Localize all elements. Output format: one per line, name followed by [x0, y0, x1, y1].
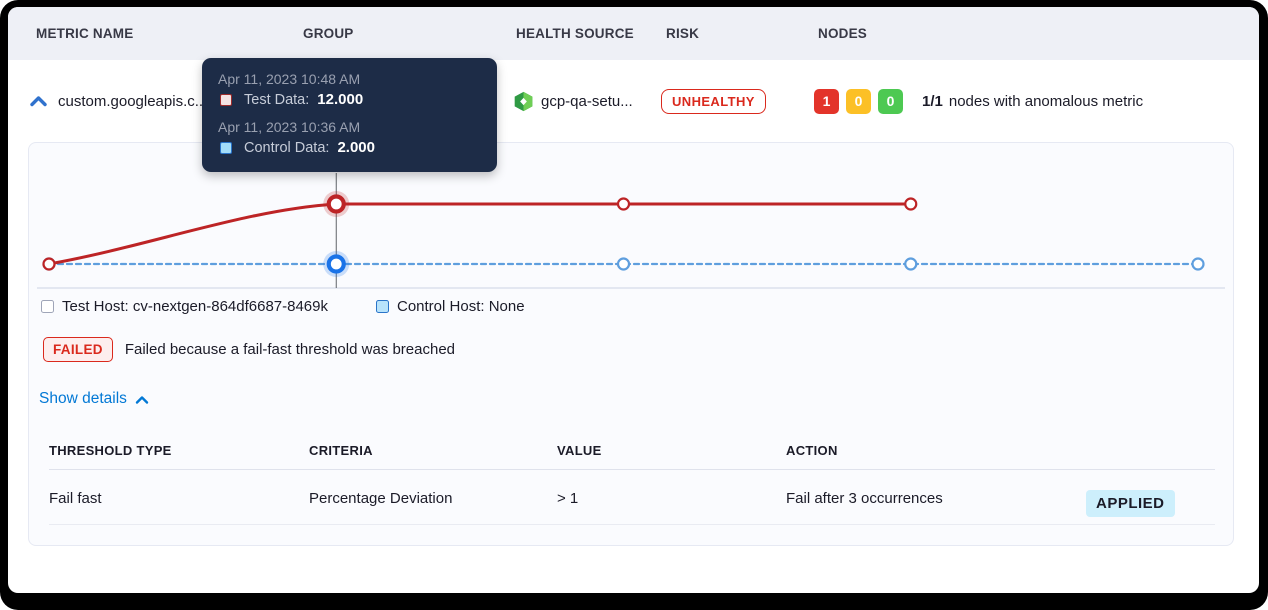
health-source-cell [513, 60, 534, 142]
criteria-value: Percentage Deviation [309, 490, 453, 507]
test-data-line: Test Data: 12.000 [220, 91, 481, 108]
chevron-up-icon [30, 96, 47, 107]
details-table-header-separator [49, 469, 1215, 470]
test-data-label: Test Data: [244, 91, 310, 108]
failed-status-message: Failed because a fail-fast threshold was… [124, 341, 456, 358]
content-area: METRIC NAME GROUP HEALTH SOURCE RISK NOD… [8, 7, 1259, 593]
action-value: Fail after 3 occurrences [786, 490, 943, 507]
control-data-line: Control Data: 2.000 [220, 139, 481, 156]
column-header-risk: RISK [666, 26, 700, 41]
details-col-action: ACTION [786, 443, 838, 458]
show-details-toggle[interactable]: Show details [39, 390, 149, 408]
column-header-group: GROUP [303, 26, 354, 41]
applied-badge: APPLIED [1086, 490, 1175, 517]
nodes-summary-count: 1/1 [922, 92, 943, 110]
chart-legend: Test Host: cv-nextgen-864df6687-8469k Co… [29, 296, 525, 316]
control-series-swatch-icon [220, 141, 232, 154]
control-host-label: Control Host: None [397, 297, 525, 315]
gcp-health-source-icon [514, 91, 533, 111]
verification-status-row: FAILED Failed because a fail-fast thresh… [43, 337, 455, 362]
details-table-row: Fail fast Percentage Deviation > 1 Fail … [49, 487, 1215, 517]
control-host-checkbox[interactable] [376, 299, 389, 313]
test-host-checkbox[interactable] [41, 299, 54, 313]
test-host-label: Test Host: cv-nextgen-864df6687-8469k [62, 297, 328, 315]
control-data-timestamp: Apr 11, 2023 10:36 AM [218, 119, 361, 135]
column-header-health-source: HEALTH SOURCE [516, 26, 634, 41]
details-col-criteria: CRITERIA [309, 443, 373, 458]
details-table-row-separator [49, 524, 1215, 525]
collapse-row-button[interactable] [30, 60, 47, 142]
nodes-summary: 1/1 nodes with anomalous metric [922, 93, 1143, 110]
details-col-threshold-type: THRESHOLD TYPE [49, 443, 172, 458]
healthy-nodes-badge: 0 [878, 88, 903, 114]
metric-analysis-panel: Test Host: cv-nextgen-864df6687-8469k Co… [28, 142, 1234, 546]
control-data-label: Control Data: [244, 139, 330, 156]
timeseries-chart[interactable] [29, 143, 1233, 303]
show-details-label: Show details [39, 390, 127, 407]
chevron-up-icon [135, 396, 149, 404]
metric-name: custom.googleapis.c... [58, 92, 208, 110]
table-header-row: METRIC NAME GROUP HEALTH SOURCE RISK NOD… [8, 7, 1259, 60]
anomalous-nodes-badge: 1 [814, 88, 839, 114]
column-header-nodes: NODES [818, 26, 868, 41]
control-data-value: 2.000 [337, 139, 375, 156]
health-source-name: gcp-qa-setu... [541, 92, 633, 110]
chart-tooltip: Apr 11, 2023 10:48 AM Test Data: 12.000 … [202, 58, 497, 172]
value-value: > 1 [557, 490, 579, 507]
failed-status-badge: FAILED [43, 337, 113, 362]
test-data-value: 12.000 [317, 91, 364, 108]
risk-status-badge: UNHEALTHY [661, 88, 766, 114]
column-header-metric-name: METRIC NAME [36, 26, 134, 41]
metric-row: custom.googleapis.c... gcp-qa-setu... UN… [8, 60, 1259, 142]
nodes-cell: 1 0 0 1/1 nodes with anomalous metric [814, 60, 1143, 142]
details-table-header: THRESHOLD TYPE CRITERIA VALUE ACTION [49, 443, 1215, 465]
nodes-summary-text: nodes with anomalous metric [948, 92, 1144, 110]
risk-cell: UNHEALTHY [661, 60, 766, 142]
threshold-type-value: Fail fast [49, 490, 102, 507]
details-col-value: VALUE [557, 443, 602, 458]
warning-nodes-badge: 0 [846, 88, 871, 114]
test-data-timestamp: Apr 11, 2023 10:48 AM [218, 71, 361, 87]
test-series-swatch-icon [220, 93, 232, 106]
